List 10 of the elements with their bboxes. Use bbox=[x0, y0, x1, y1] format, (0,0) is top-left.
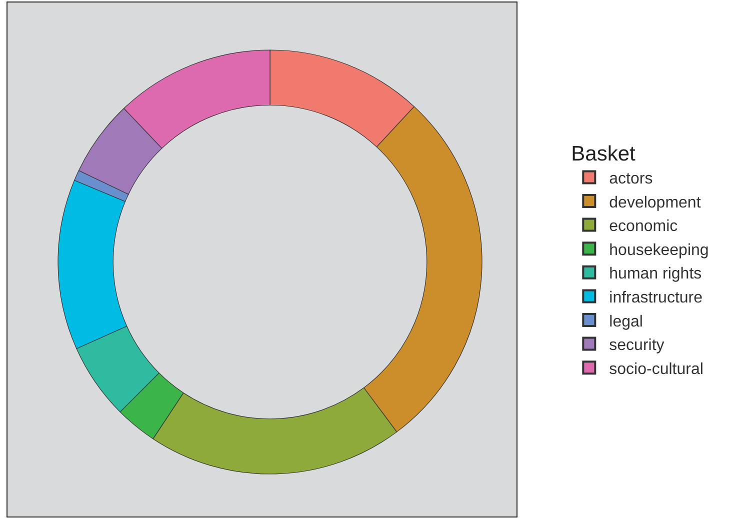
legend-label: security bbox=[609, 337, 664, 354]
legend-label: development bbox=[609, 194, 702, 212]
legend-title: Basket bbox=[571, 142, 636, 166]
legend-label: human rights bbox=[609, 266, 702, 283]
legend-label: infrastructure bbox=[609, 289, 703, 306]
legend-label: economic bbox=[609, 218, 678, 236]
legend-label: housekeeping bbox=[609, 242, 709, 259]
legend-label: legal bbox=[609, 313, 643, 330]
legend-label: actors bbox=[609, 170, 653, 188]
legend-label: socio-cultural bbox=[609, 360, 704, 378]
